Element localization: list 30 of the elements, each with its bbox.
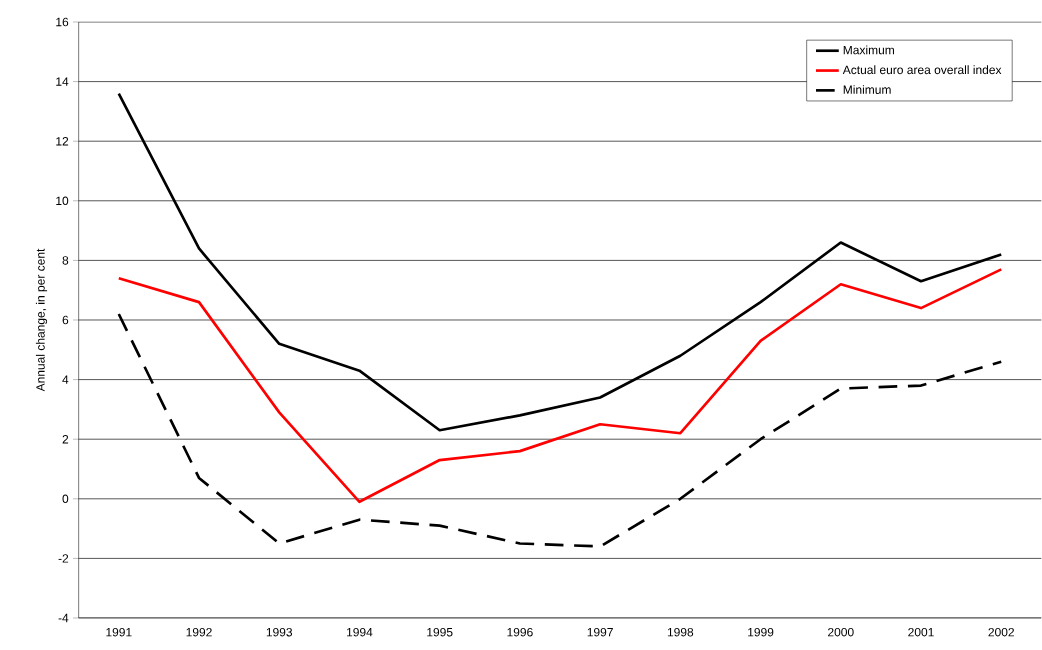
y-tick-label: 12 (56, 137, 69, 146)
x-tick-label: 1993 (266, 627, 293, 637)
line-series (117, 312, 1003, 548)
x-tick-label: 2000 (828, 627, 854, 637)
x-tick-label: 1996 (507, 627, 533, 637)
x-tick-label: 1998 (667, 627, 694, 637)
x-tick-label: 1992 (186, 627, 212, 637)
legend-label: Maximum (843, 45, 894, 55)
x-tick-label: 1997 (587, 627, 613, 637)
x-tick-label: 1995 (427, 627, 453, 637)
y-tick-label: -2 (58, 554, 69, 563)
x-tick-label: 2002 (988, 627, 1014, 637)
legend-label: Minimum (843, 85, 891, 94)
y-tick-label: 2 (62, 435, 69, 444)
y-tick-label: 16 (56, 17, 69, 27)
x-tick-label: 1991 (106, 627, 132, 637)
y-tick-label: 8 (62, 256, 69, 265)
x-tick-label: 1999 (748, 627, 774, 637)
line-series (117, 92, 1003, 432)
legend-label: Actual euro area overall index (842, 65, 1002, 75)
y-tick-label: 14 (56, 77, 69, 86)
y-tick-label: 4 (62, 375, 69, 384)
y-tick-label: 0 (62, 494, 69, 504)
y-axis-title: Annual change, in per cent (35, 248, 48, 392)
y-tick-label: 6 (62, 315, 69, 325)
y-tick-label: -4 (58, 613, 69, 623)
y-tick-label: 10 (56, 196, 69, 206)
x-tick-label: 2001 (908, 627, 934, 637)
x-tick-label: 1994 (347, 627, 373, 637)
line-series (117, 268, 1003, 504)
